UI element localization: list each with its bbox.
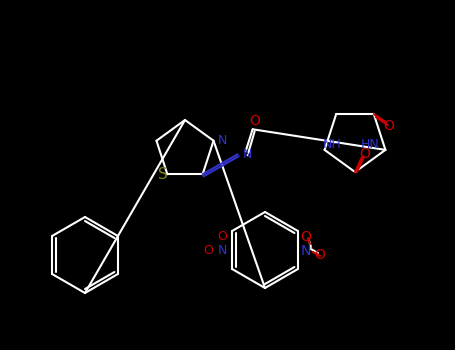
Text: S: S	[158, 167, 168, 182]
Text: N: N	[301, 244, 311, 258]
Text: N: N	[217, 245, 227, 258]
Text: O: O	[300, 230, 311, 244]
Text: O: O	[203, 245, 213, 258]
Text: NH: NH	[323, 138, 342, 152]
Text: HN: HN	[361, 138, 380, 152]
Text: O: O	[384, 119, 394, 133]
Text: O: O	[314, 248, 325, 262]
Text: N: N	[217, 134, 227, 147]
Text: O: O	[249, 114, 260, 128]
Text: O: O	[359, 147, 370, 161]
Text: O: O	[217, 231, 227, 244]
Text: N: N	[243, 148, 252, 161]
